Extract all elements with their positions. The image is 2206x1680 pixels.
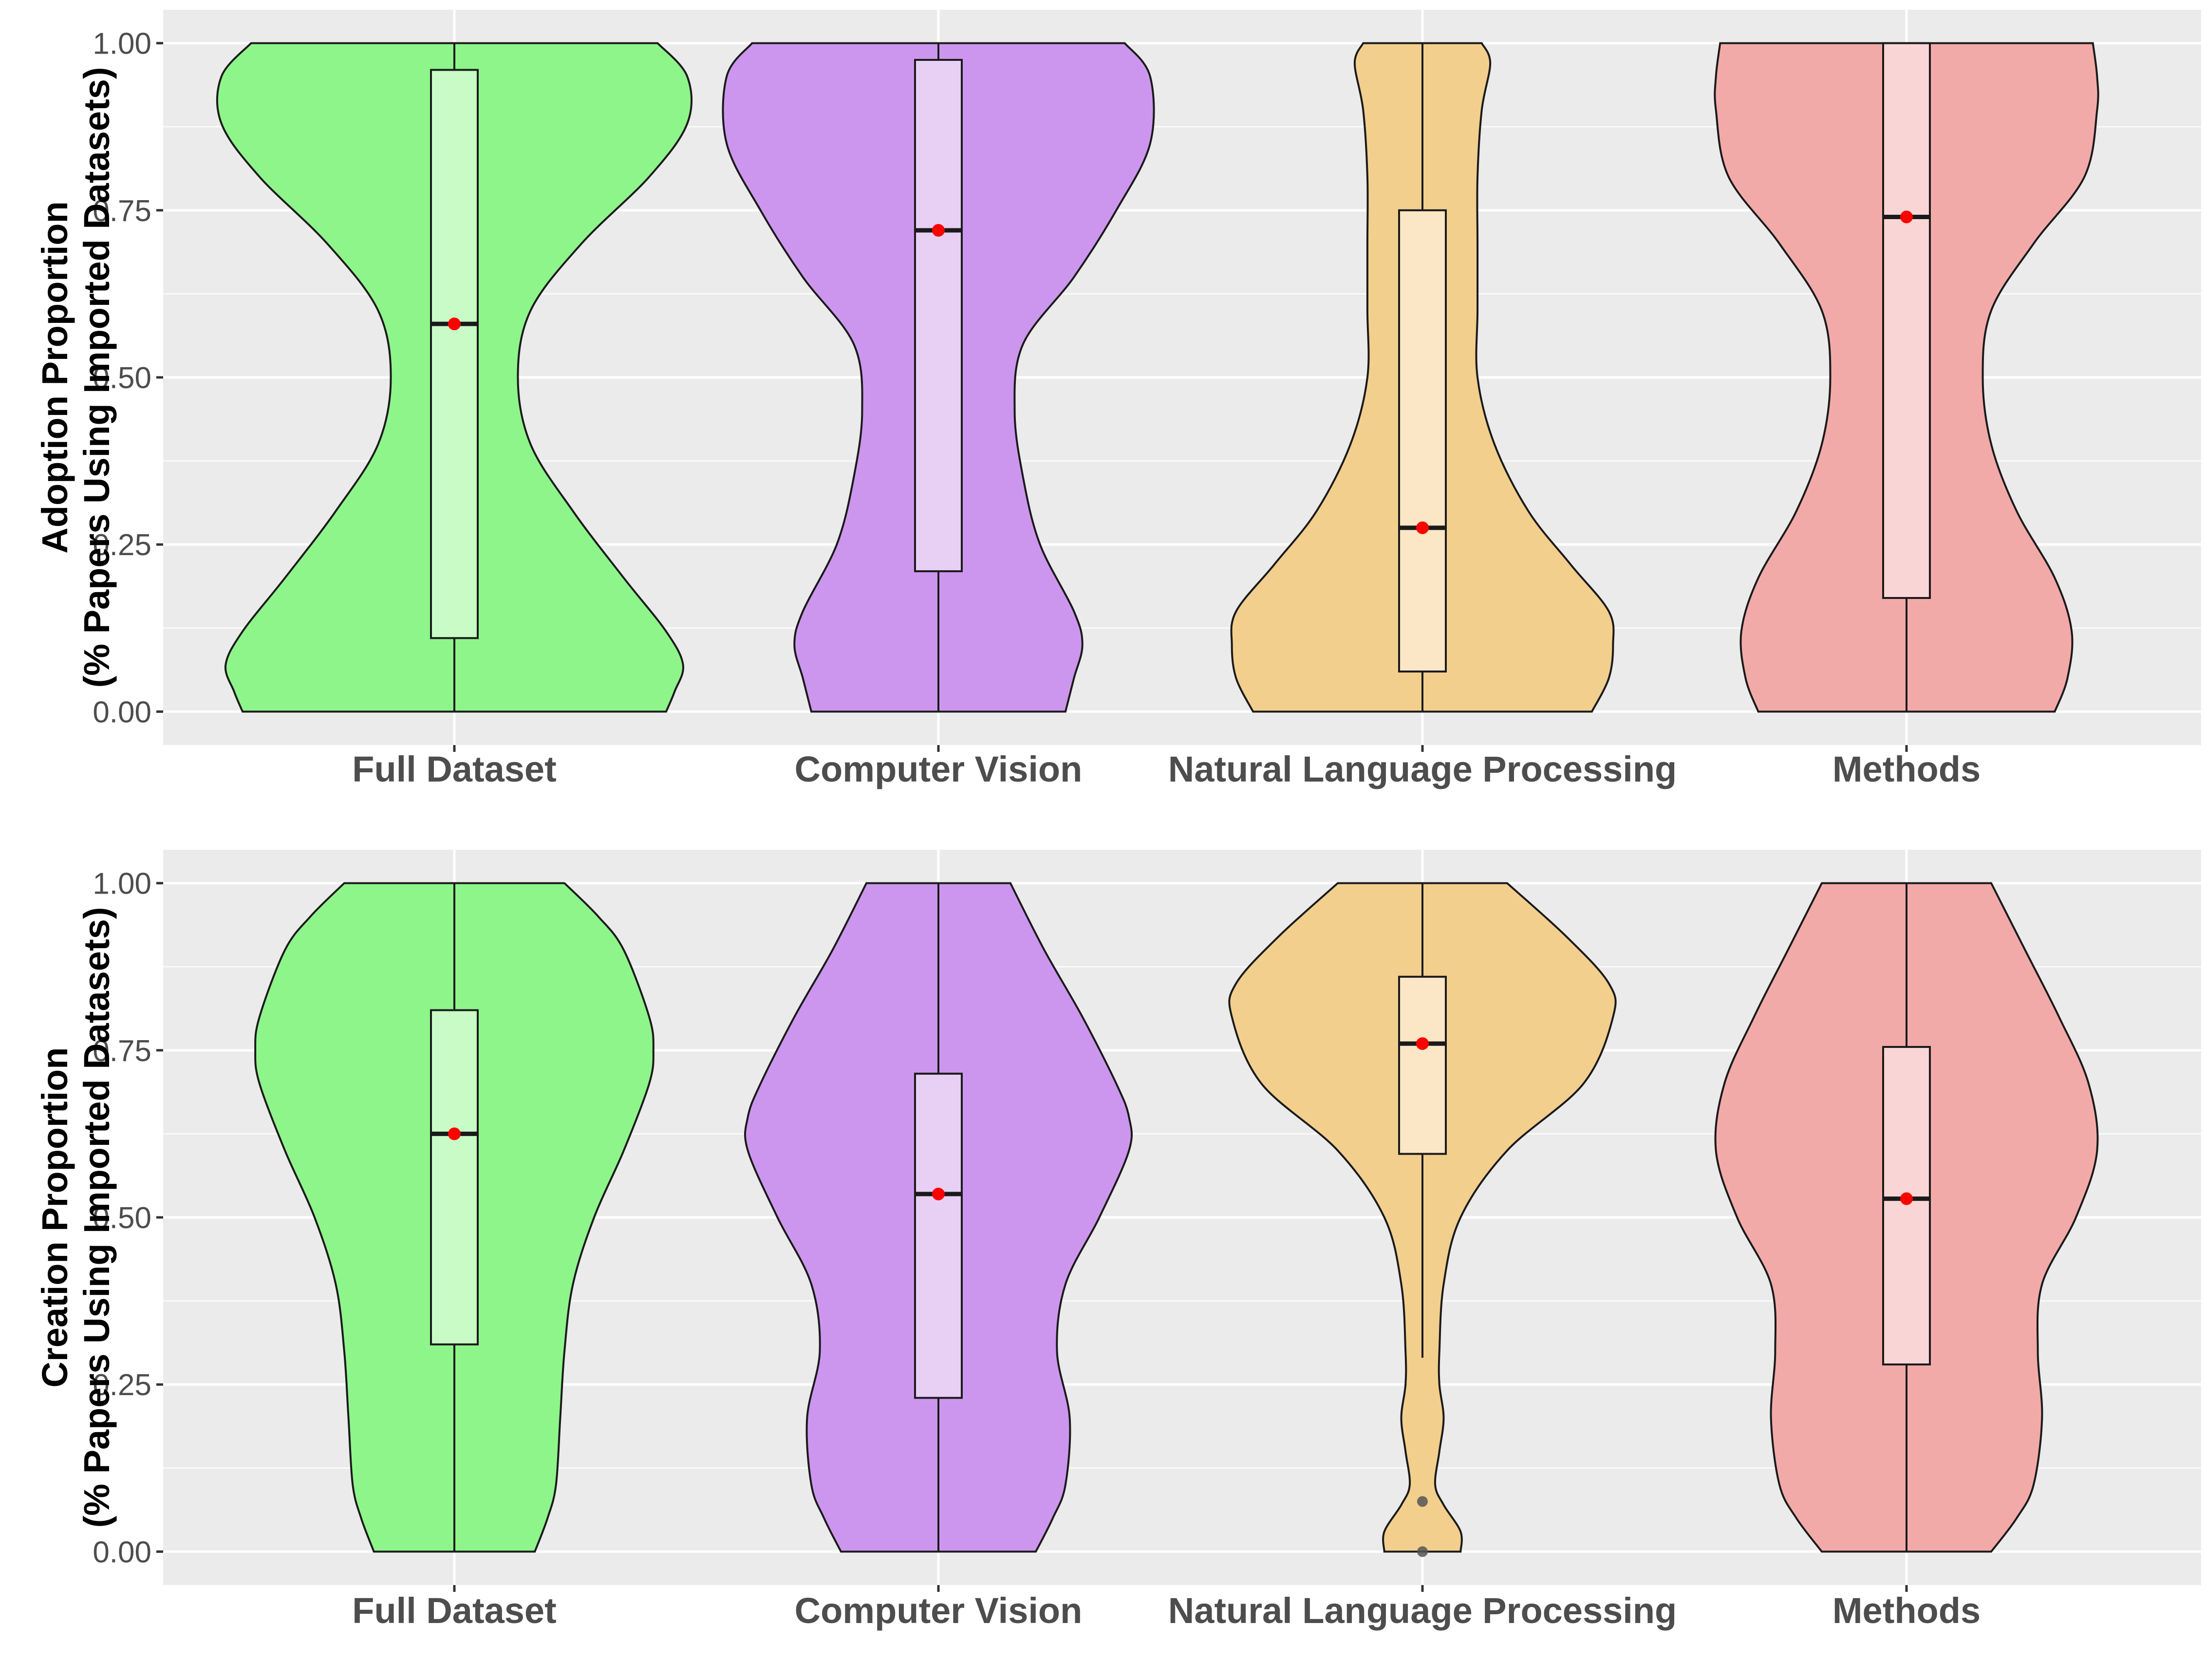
y-tick-label: 0.25 bbox=[93, 528, 151, 562]
y-tick-label: 1.00 bbox=[93, 867, 151, 901]
mean-point bbox=[1416, 1037, 1429, 1050]
y-axis-title-line: Adoption Proportion bbox=[35, 201, 75, 553]
x-category-label: Computer Vision bbox=[795, 749, 1083, 789]
iqr-box bbox=[914, 1072, 963, 1399]
y-tick-label: 0.25 bbox=[93, 1368, 151, 1402]
y-axis-title-line: Creation Proportion bbox=[35, 1047, 75, 1388]
mean-point bbox=[448, 317, 461, 331]
y-axis-title-line: (% Papers Using Imported Datasets) bbox=[76, 67, 117, 688]
y-tick-label: 0.50 bbox=[93, 1201, 151, 1235]
mean-point bbox=[932, 1187, 945, 1200]
outlier-point bbox=[1417, 1546, 1428, 1557]
iqr-box bbox=[914, 58, 963, 573]
creation-panel: 0.00 0.25 0.50 0.75 1.00 Creation Proportion(… bbox=[35, 850, 2201, 1631]
x-category-label: Natural Language Processing bbox=[1168, 1590, 1677, 1631]
iqr-box bbox=[1882, 1045, 1931, 1366]
x-category-label: Natural Language Processing bbox=[1168, 749, 1677, 789]
iqr-box bbox=[1398, 209, 1447, 672]
mean-point bbox=[1900, 1192, 1913, 1205]
mean-point bbox=[1416, 521, 1429, 534]
x-category-label: Methods bbox=[1832, 1590, 1981, 1631]
y-tick-label: 0.75 bbox=[93, 194, 151, 228]
y-tick-label: 0.00 bbox=[93, 695, 151, 729]
x-category-label: Full Dataset bbox=[352, 1590, 556, 1631]
y-axis-title-line: (% Papers Using Imported Datasets) bbox=[76, 907, 117, 1528]
y-axis-title: Creation Proportion(% Papers Using Impor… bbox=[35, 907, 117, 1528]
iqr-box bbox=[1882, 42, 1931, 599]
y-axis-title: Adoption Proportion(% Papers Using Impor… bbox=[35, 67, 117, 688]
x-category-label: Full Dataset bbox=[352, 749, 556, 789]
x-category-label: Computer Vision bbox=[795, 1590, 1083, 1631]
mean-point bbox=[448, 1127, 461, 1140]
y-tick-label: 0.50 bbox=[93, 361, 151, 395]
y-tick-label: 1.00 bbox=[93, 27, 151, 61]
outlier-point bbox=[1417, 1496, 1428, 1507]
adoption-panel: 0.00 0.25 0.50 0.75 1.00 Adoption Proportion(… bbox=[35, 10, 2201, 789]
y-tick-label: 0.00 bbox=[93, 1535, 151, 1569]
y-tick-label: 0.75 bbox=[93, 1034, 151, 1068]
iqr-box bbox=[1398, 975, 1447, 1155]
iqr-box bbox=[430, 1009, 479, 1345]
mean-point bbox=[932, 224, 945, 237]
x-category-label: Methods bbox=[1832, 749, 1981, 789]
mean-point bbox=[1900, 210, 1913, 224]
iqr-box bbox=[430, 69, 479, 639]
